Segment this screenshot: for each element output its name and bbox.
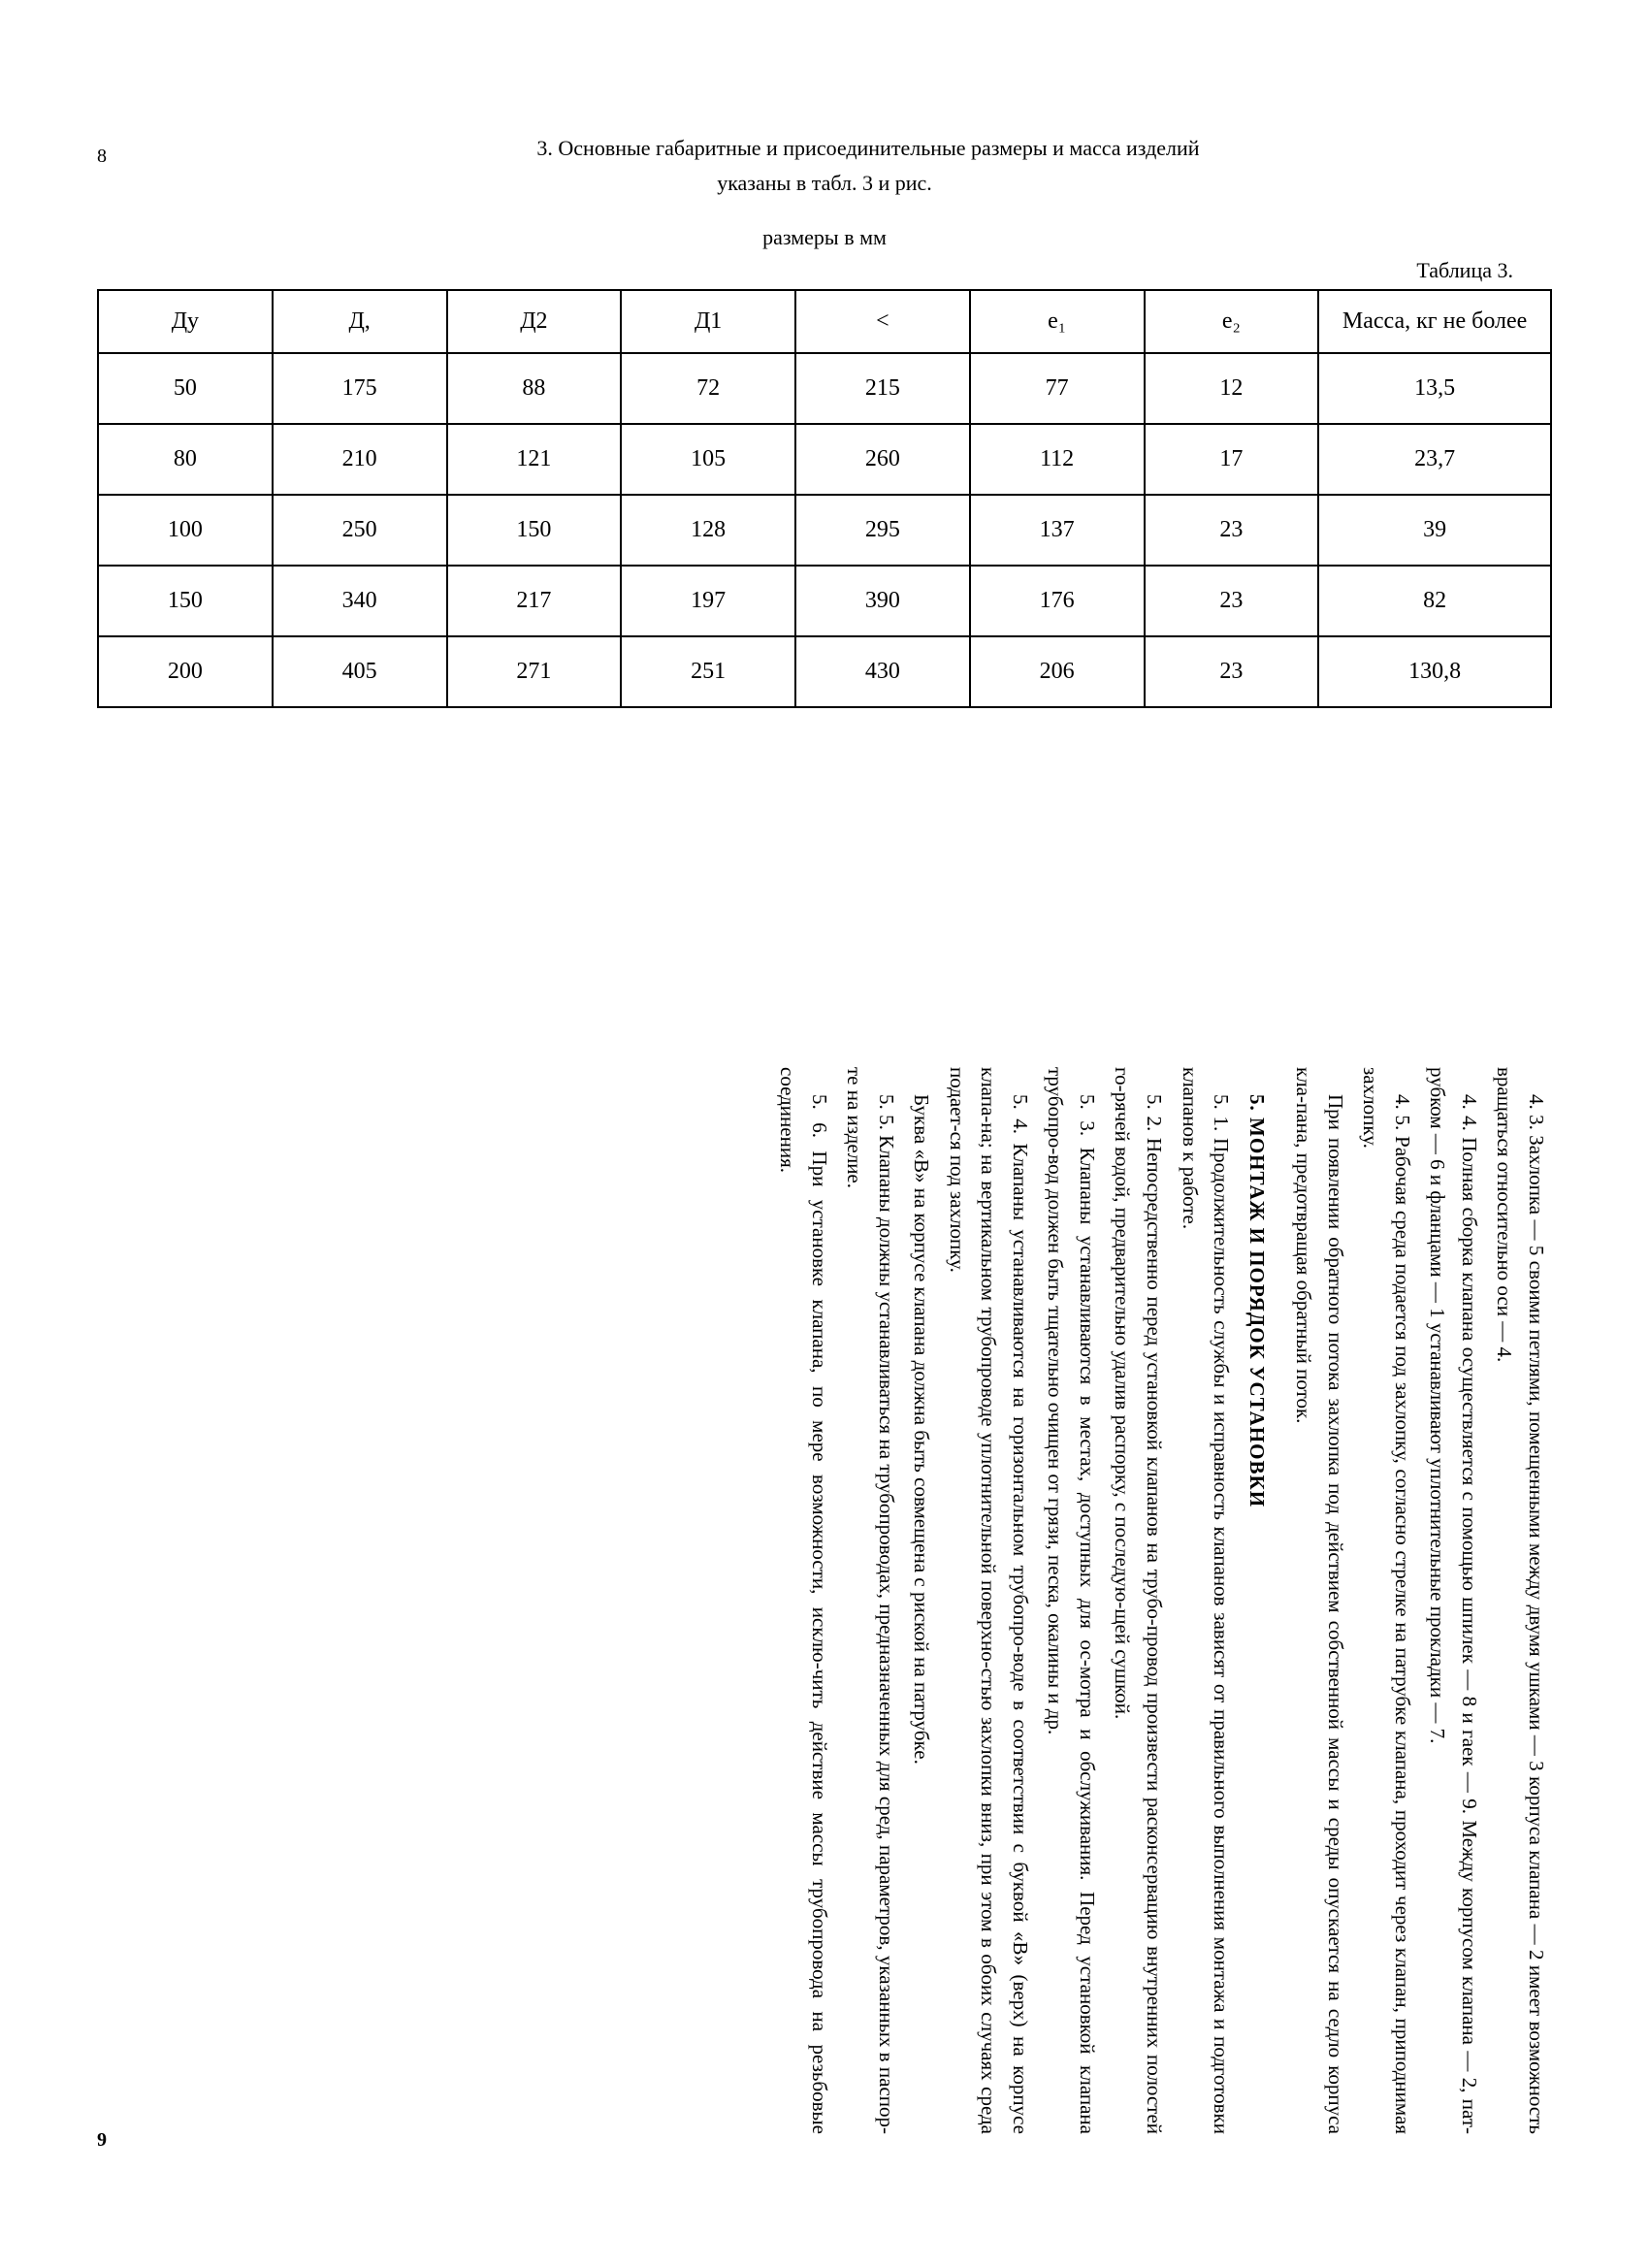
table-cell: 271	[447, 636, 622, 707]
paragraph-4-5: 4. 5. Рабочая среда подается под захлопк…	[1355, 1067, 1418, 2134]
table-cell: 23	[1145, 566, 1319, 636]
table-intro-line1: 3. Основные габаритные и присоединительн…	[97, 136, 1552, 161]
table-cell: 23	[1145, 495, 1319, 566]
table-cell: 88	[447, 353, 622, 424]
table-cell: 200	[98, 636, 273, 707]
col-header: <	[795, 290, 970, 353]
table-cell: 150	[447, 495, 622, 566]
table-intro-line2: указаны в табл. 3 и рис.	[97, 171, 1552, 196]
table-cell: 197	[621, 566, 795, 636]
col-header: е₂	[1145, 290, 1319, 353]
paragraph-5-2: 5. 2. Непосредственно перед установкой к…	[1107, 1067, 1170, 2134]
col-header: Д,	[273, 290, 447, 353]
page-number-left: 8	[97, 146, 107, 168]
table-row: 50 175 88 72 215 77 12 13,5	[98, 353, 1551, 424]
table-cell: 17	[1145, 424, 1319, 495]
paragraph-flow: При появлении обратного потока захлопка …	[1288, 1067, 1351, 2134]
rotated-content: 4. 3. Захлопка — 5 своими петлями, помещ…	[767, 1067, 1552, 2134]
col-header: Масса, кг не более	[1318, 290, 1551, 353]
col-header: Д2	[447, 290, 622, 353]
table-row: 200 405 271 251 430 206 23 130,8	[98, 636, 1551, 707]
table-cell: 80	[98, 424, 273, 495]
table-cell: 50	[98, 353, 273, 424]
table-cell: 390	[795, 566, 970, 636]
table-cell: 176	[970, 566, 1145, 636]
table-cell: 82	[1318, 566, 1551, 636]
table-units: размеры в мм	[97, 225, 1552, 250]
table-cell: 206	[970, 636, 1145, 707]
paragraph-5-6: 5. 6. При установке клапана, по мере воз…	[771, 1067, 834, 2134]
table-row: 100 250 150 128 295 137 23 39	[98, 495, 1551, 566]
table-cell: 23	[1145, 636, 1319, 707]
table-row: 80 210 121 105 260 112 17 23,7	[98, 424, 1551, 495]
table-row: 150 340 217 197 390 176 23 82	[98, 566, 1551, 636]
table-cell: 215	[795, 353, 970, 424]
paragraph-b: Буква «В» на корпусе клапана должна быть…	[906, 1067, 938, 2134]
table-cell: 72	[621, 353, 795, 424]
paragraph-4-4: 4. 4. Полная сборка клапана осуществляет…	[1422, 1067, 1485, 2134]
table-cell: 405	[273, 636, 447, 707]
table-cell: 260	[795, 424, 970, 495]
col-header: е₁	[970, 290, 1145, 353]
col-header: Ду	[98, 290, 273, 353]
table-cell: 137	[970, 495, 1145, 566]
table-cell: 250	[273, 495, 447, 566]
rotated-text-section: 4. 3. Захлопка — 5 своими петлями, помещ…	[97, 1067, 1552, 2134]
col-header: Д1	[621, 290, 795, 353]
page-number-right: 9	[97, 2129, 107, 2152]
paragraph-5-1: 5. 1. Продолжительность службы и исправн…	[1174, 1067, 1237, 2134]
table-label: Таблица 3.	[97, 258, 1552, 283]
table-cell: 77	[970, 353, 1145, 424]
paragraph-4-3: 4. 3. Захлопка — 5 своими петлями, помещ…	[1489, 1067, 1552, 2134]
table-cell: 13,5	[1318, 353, 1551, 424]
table-cell: 105	[621, 424, 795, 495]
table-cell: 130,8	[1318, 636, 1551, 707]
table-cell: 23,7	[1318, 424, 1551, 495]
table-cell: 217	[447, 566, 622, 636]
table-cell: 12	[1145, 353, 1319, 424]
table-cell: 175	[273, 353, 447, 424]
table-header-row: Ду Д, Д2 Д1 < е₁ е₂ Масса, кг не более	[98, 290, 1551, 353]
table-cell: 39	[1318, 495, 1551, 566]
paragraph-5-5: 5. 5. Клапаны должны устанавливаться на …	[839, 1067, 902, 2134]
table-cell: 112	[970, 424, 1145, 495]
table-cell: 295	[795, 495, 970, 566]
paragraph-5-4: 5. 4. Клапаны устанавливаются на горизон…	[941, 1067, 1036, 2134]
table-cell: 430	[795, 636, 970, 707]
table-cell: 100	[98, 495, 273, 566]
table-cell: 340	[273, 566, 447, 636]
paragraph-5-3: 5. 3. Клапаны устанавливаются в местах, …	[1040, 1067, 1103, 2134]
table-section: 3. Основные габаритные и присоединительн…	[97, 136, 1552, 708]
table-cell: 210	[273, 424, 447, 495]
section-5-heading: 5. МОНТАЖ И ПОРЯДОК УСТАНОВКИ	[1241, 1067, 1273, 2134]
table-cell: 128	[621, 495, 795, 566]
dimensions-table: Ду Д, Д2 Д1 < е₁ е₂ Масса, кг не более 5…	[97, 289, 1552, 708]
table-cell: 251	[621, 636, 795, 707]
table-cell: 121	[447, 424, 622, 495]
table-cell: 150	[98, 566, 273, 636]
